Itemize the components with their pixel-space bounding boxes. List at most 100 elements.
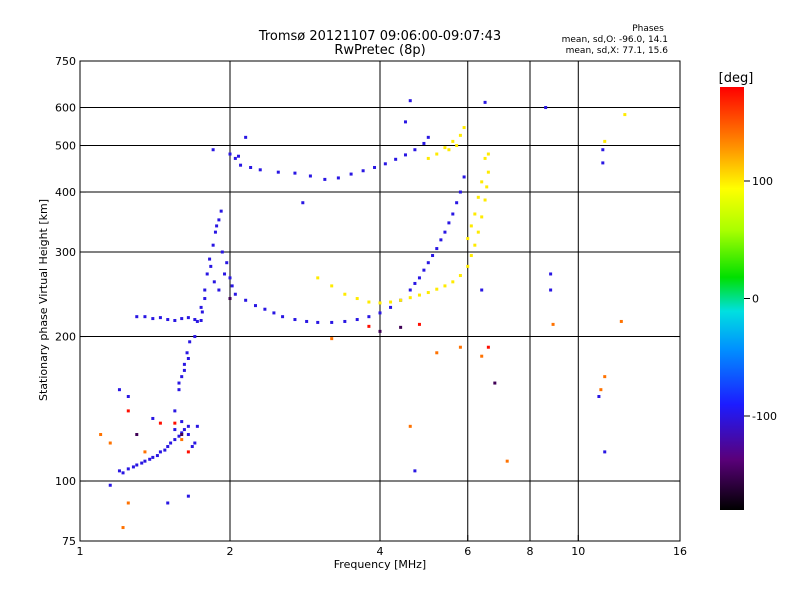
colorbar-tick-label: -100	[752, 410, 777, 423]
x-tick-label: 6	[464, 545, 471, 558]
data-point	[389, 305, 393, 309]
data-point	[466, 237, 470, 241]
data-point	[458, 345, 462, 349]
data-point	[343, 319, 347, 323]
chart-title: Tromsø 20121107 09:06:00-09:07:43	[258, 29, 501, 44]
data-point	[117, 469, 121, 473]
data-point	[367, 315, 371, 319]
data-point	[193, 335, 197, 339]
data-point	[263, 307, 267, 311]
data-point	[451, 212, 455, 216]
data-point	[228, 297, 232, 301]
data-point	[220, 250, 224, 254]
colorbar-tick-label: 100	[752, 175, 773, 188]
x-tick-label: 2	[227, 545, 234, 558]
data-point	[378, 301, 382, 305]
data-point	[601, 148, 605, 152]
data-point	[177, 434, 181, 438]
data-point	[378, 311, 382, 315]
data-point	[233, 292, 237, 296]
data-point	[140, 461, 144, 465]
data-point	[378, 329, 382, 333]
data-point	[180, 317, 184, 321]
data-point	[361, 169, 365, 173]
x-tick-label: 1	[77, 545, 84, 558]
data-point	[466, 264, 470, 268]
data-point	[323, 177, 327, 181]
data-point	[209, 264, 213, 268]
data-point	[399, 298, 403, 302]
data-point	[603, 450, 607, 454]
data-point	[180, 433, 184, 437]
data-point	[180, 431, 184, 435]
data-point	[458, 274, 462, 278]
data-point	[186, 450, 190, 454]
data-point	[195, 319, 199, 323]
data-point	[413, 281, 417, 285]
data-point	[228, 152, 232, 156]
data-point	[143, 315, 147, 319]
data-point	[435, 287, 439, 291]
data-point	[439, 238, 443, 242]
data-point	[208, 257, 212, 261]
phase-stats-x: mean, sd,X: 77.1, 15.6	[566, 46, 669, 56]
data-point	[163, 448, 167, 452]
data-point	[330, 337, 334, 341]
data-point	[408, 288, 412, 292]
data-point	[186, 494, 190, 498]
data-point	[485, 185, 489, 189]
data-point	[203, 288, 207, 292]
data-point	[462, 126, 466, 130]
phase-stats-o: mean, sd,O: -96.0, 14.1	[562, 35, 668, 45]
data-point	[276, 170, 280, 174]
data-point	[239, 163, 243, 167]
colorbar-ticks: 100 0 -100	[744, 175, 777, 423]
data-point	[177, 381, 181, 385]
data-point	[211, 148, 215, 152]
data-point	[173, 438, 177, 442]
data-point	[349, 172, 353, 176]
data-point	[253, 304, 257, 308]
data-point	[486, 170, 490, 174]
data-point	[422, 141, 426, 145]
data-point	[158, 316, 162, 320]
phases-heading: Phases	[632, 24, 664, 34]
data-point	[151, 416, 155, 420]
data-point	[408, 424, 412, 428]
data-point	[462, 175, 466, 179]
data-point	[169, 441, 173, 445]
data-point	[619, 319, 623, 323]
data-point	[403, 153, 407, 157]
data-point	[230, 284, 234, 288]
data-point	[431, 254, 435, 258]
data-point	[199, 318, 203, 322]
x-axis-ticks: 1 2 4 6 8 10 16	[77, 535, 687, 558]
data-point	[180, 420, 184, 424]
data-point	[186, 424, 190, 428]
data-point	[121, 526, 125, 530]
data-point	[211, 243, 215, 247]
data-point	[244, 135, 248, 139]
data-point	[601, 161, 605, 165]
x-tick-label: 8	[527, 545, 534, 558]
data-point	[455, 201, 459, 205]
data-point	[151, 317, 155, 321]
data-point	[426, 135, 430, 139]
data-point	[155, 454, 159, 458]
data-point	[203, 297, 207, 301]
data-point	[426, 291, 430, 295]
data-point	[173, 318, 177, 322]
x-tick-label: 4	[377, 545, 384, 558]
data-point	[305, 319, 309, 323]
grid-lines	[80, 61, 680, 541]
x-tick-label: 10	[571, 545, 585, 558]
data-point	[373, 165, 377, 169]
data-point	[480, 354, 484, 358]
data-point	[417, 276, 421, 280]
data-point	[316, 276, 320, 280]
data-point	[213, 230, 217, 234]
data-point	[493, 381, 497, 385]
data-point	[417, 322, 421, 326]
data-point	[367, 300, 371, 304]
